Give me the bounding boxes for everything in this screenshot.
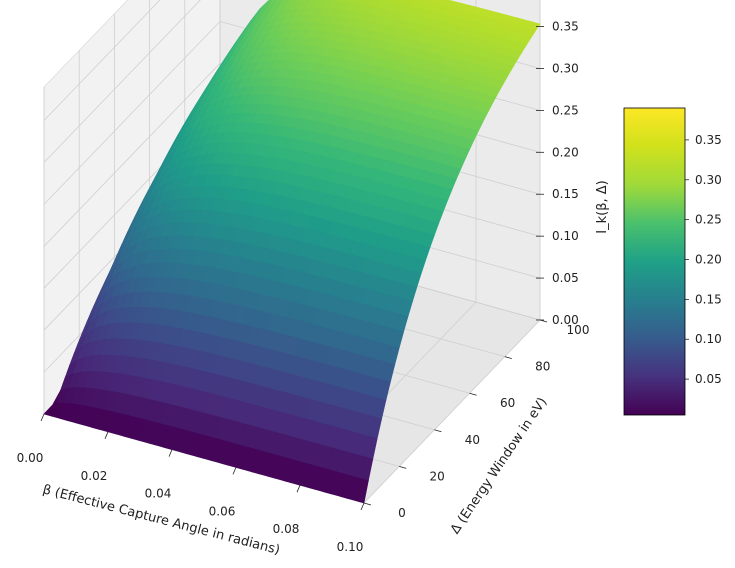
- y-tick: [469, 392, 477, 396]
- x-tick-label: 0.06: [209, 504, 236, 518]
- y-tick-label: 60: [500, 396, 515, 410]
- x-tick: [360, 502, 365, 511]
- y-tick-label: 80: [535, 360, 550, 374]
- colorbar-ticks: 0.05 0.10 0.15 0.20 0.25 0.30 0.35: [685, 133, 722, 386]
- z-tick-label: 0.30: [552, 61, 579, 75]
- x-tick-label: 0.00: [17, 451, 44, 465]
- colorbar: 0.05 0.10 0.15 0.20 0.25 0.30 0.35: [623, 107, 722, 416]
- y-tick: [504, 356, 512, 359]
- colorbar-tick-label: 0.20: [695, 253, 722, 267]
- x-tick-label: 0.02: [81, 469, 108, 483]
- x-tick: [168, 449, 173, 457]
- z-tick-label: 0.00: [552, 313, 579, 327]
- y-tick-label: 100: [567, 323, 590, 337]
- z-tick-label: 0.05: [552, 271, 579, 285]
- z-tick-label: 0.15: [552, 187, 579, 201]
- y-tick: [363, 502, 372, 506]
- z-axis-label: I_k(β, Δ): [595, 180, 610, 233]
- y-tick-label: 40: [465, 433, 480, 447]
- colorbar-tick-label: 0.25: [695, 213, 722, 227]
- x-tick-label: 0.10: [337, 540, 364, 554]
- y-tick: [399, 466, 407, 469]
- y-tick-label: 0: [398, 506, 406, 520]
- colorbar-tick-label: 0.10: [695, 332, 722, 346]
- x-tick: [40, 413, 45, 422]
- colorbar-tick-label: 0.30: [695, 173, 722, 187]
- colorbar-gradient: [623, 107, 686, 416]
- z-tick-label: 0.10: [552, 229, 579, 243]
- surface-patch: [355, 478, 369, 504]
- colorbar-tick-label: 0.35: [695, 133, 722, 147]
- z-tick-label: 0.20: [552, 145, 579, 159]
- z-tick-label: 0.25: [552, 103, 579, 117]
- y-tick-label: 20: [430, 469, 445, 483]
- x-tick: [104, 431, 109, 439]
- x-tick: [232, 467, 237, 475]
- y-axis-label: Δ (Energy Window in eV): [448, 395, 551, 537]
- axis-ticks: 0.000.020.040.060.080.100204060801000.00…: [17, 20, 590, 554]
- x-tick: [296, 485, 301, 493]
- colorbar-tick-label: 0.15: [695, 292, 722, 306]
- colorbar-tick-label: 0.05: [695, 372, 722, 386]
- z-gridline: [43, 0, 541, 121]
- x-tick-label: 0.04: [145, 487, 172, 501]
- y-tick: [434, 429, 442, 433]
- surface-plot: [43, 0, 541, 504]
- z-tick-label: 0.35: [552, 20, 579, 34]
- x-tick-label: 0.08: [273, 522, 300, 536]
